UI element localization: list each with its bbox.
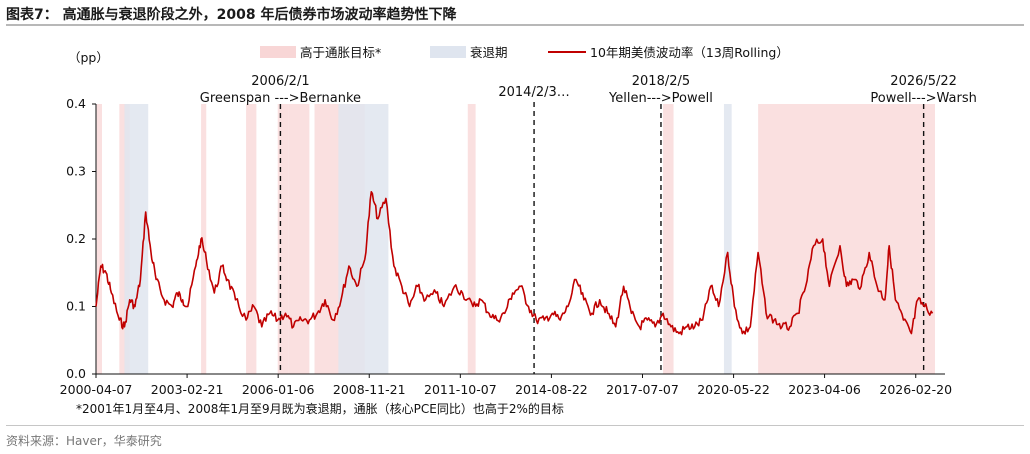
- y-tick-label: 0.2: [66, 231, 86, 246]
- source-divider: [6, 425, 1024, 426]
- x-tick-label: 2026-02-20: [879, 382, 952, 397]
- x-tick-label: 2017-07-07: [606, 382, 679, 397]
- source-note: 资料来源：Haver，华泰研究: [6, 434, 162, 448]
- legend-label: 衰退期: [470, 45, 508, 60]
- x-tick-label: 2006-01-06: [242, 382, 315, 397]
- chart-title: 图表7： 高通胀与衰退阶段之外，2008 年后债券市场波动率趋势性下降: [6, 7, 457, 23]
- y-tick-label: 0.3: [66, 164, 86, 179]
- event-date-label: 2026/5/22: [890, 74, 957, 89]
- footnote: *2001年1月至4月、2008年1月至9月既为衰退期，通胀（核心PCE同比）也…: [76, 402, 564, 416]
- x-tick-label: 2000-04-07: [60, 382, 133, 397]
- y-tick-label: 0.1: [66, 299, 86, 314]
- event-transition-label: Powell--->Warsh: [870, 91, 977, 106]
- inflation-band: [246, 104, 257, 374]
- x-tick-label: 2008-11-21: [333, 382, 406, 397]
- recession-band: [338, 104, 389, 374]
- inflation-band: [663, 104, 674, 374]
- volatility-series-line: [95, 191, 934, 336]
- recession-band: [124, 104, 149, 374]
- shaded-bands: [96, 104, 935, 374]
- x-tick-label: 2020-05-22: [697, 382, 770, 397]
- legend-swatch: [430, 46, 466, 58]
- legend-swatch: [260, 46, 296, 58]
- inflation-band: [467, 104, 476, 374]
- inflation-band: [96, 104, 102, 374]
- inflation-band: [277, 104, 289, 374]
- event-date-label: 2018/2/5: [632, 74, 690, 89]
- inflation-band: [758, 104, 935, 374]
- event-date-label: 2014/2/3…: [498, 85, 569, 100]
- chart-canvas: （pp） 0.0 0.1 0.2 0.3 0.4 2000-04-07 2003-02-21 2…: [60, 45, 977, 397]
- chart-axes: （pp） 0.0 0.1 0.2 0.3 0.4 2000-04-07 2003-02-21 2…: [60, 50, 952, 397]
- x-tick-label: 2014-08-22: [515, 382, 588, 397]
- chart-legend: 高于通胀目标* 衰退期 10年期美债波动率（13周Rolling）: [260, 45, 789, 60]
- series-lines: [95, 191, 934, 336]
- inflation-band: [201, 104, 207, 374]
- legend-label: 高于通胀目标*: [300, 45, 381, 60]
- x-tick-label: 2023-04-06: [788, 382, 861, 397]
- legend-label: 10年期美债波动率（13周Rolling）: [590, 45, 789, 60]
- inflation-band: [288, 104, 310, 374]
- title-divider: [6, 24, 1024, 26]
- y-axis-label: （pp）: [68, 50, 109, 65]
- y-tick-label: 0.0: [66, 366, 86, 381]
- event-markers: 2006/2/1 Greenspan --->Bernanke 2014/2/3… 2…: [200, 74, 977, 374]
- event-date-label: 2006/2/1: [251, 74, 309, 89]
- recession-band: [723, 104, 732, 374]
- event-transition-label: Greenspan --->Bernanke: [200, 91, 361, 106]
- y-tick-label: 0.4: [66, 96, 86, 111]
- event-transition-label: Yellen--->Powell: [608, 91, 713, 106]
- x-tick-label: 2011-10-07: [424, 382, 497, 397]
- inflation-band: [314, 104, 341, 374]
- x-tick-label: 2003-02-21: [151, 382, 224, 397]
